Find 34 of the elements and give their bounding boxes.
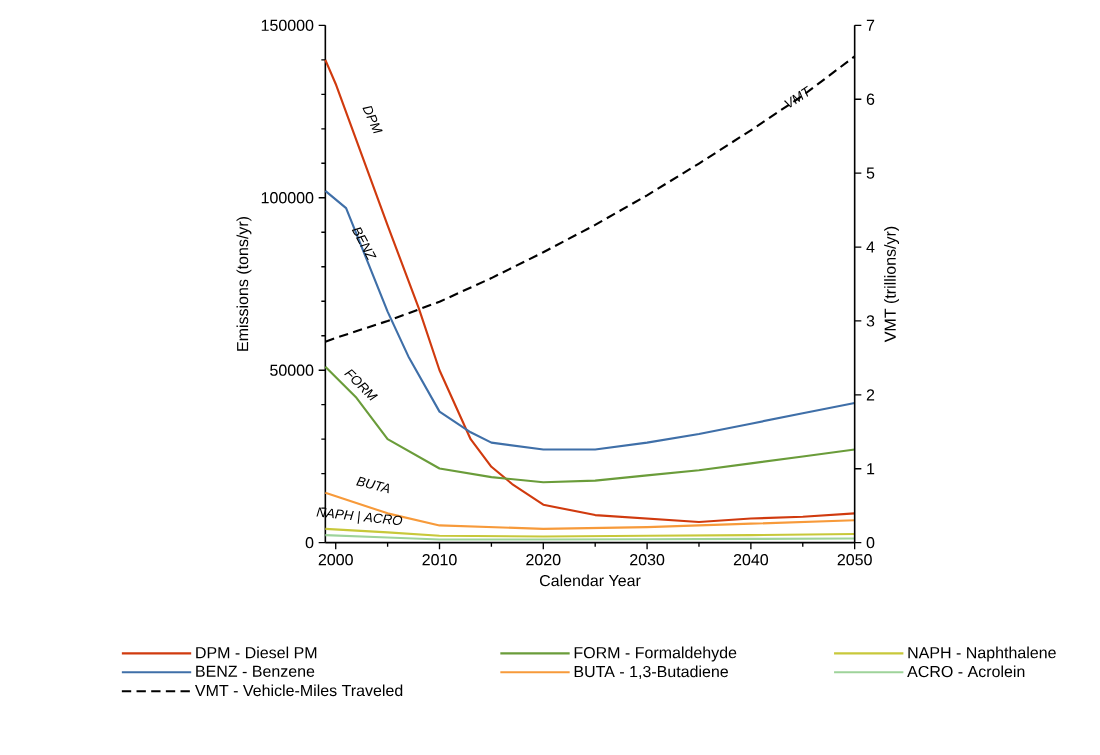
x-tick-label: 2020	[526, 554, 561, 566]
legend-label: BUTA - 1,3-Butadiene	[574, 665, 728, 680]
x-tick-label: 2040	[733, 554, 769, 566]
y2-tick-label: 6	[866, 93, 875, 106]
y-tick-label: 50000	[270, 364, 314, 377]
y-axis-title: Emissions (tons/yr)	[236, 217, 252, 351]
y2-tick-label: 4	[866, 241, 875, 253]
line-series	[324, 189, 856, 451]
legend-label: VMT - Vehicle-Miles Traveled	[194, 684, 403, 697]
x-tick-label: 2010	[422, 554, 457, 566]
x-tick-label: 2000	[318, 554, 353, 566]
y2-axis-title: VMT (trillions/yr)	[884, 226, 900, 343]
annotation: DPM	[362, 106, 383, 134]
y2-tick-label: 2	[866, 389, 875, 401]
y2-tick-label: 7	[866, 20, 875, 32]
annotation: BUTA	[356, 476, 389, 494]
y-tick-label: 100000	[261, 192, 314, 204]
annotation: VMT	[783, 85, 809, 108]
legend-label: BENZ - Benzene	[196, 665, 315, 678]
legend-label: ACRO - Acrolein	[907, 665, 1025, 678]
legend-label: DPM - Diesel PM	[196, 646, 317, 659]
y2-tick-label: 5	[866, 167, 875, 179]
line-series	[324, 527, 856, 538]
y2-tick-label: 1	[867, 463, 875, 475]
annotation: NAPH | ACRO	[316, 507, 403, 526]
x-tick-label: 2030	[630, 554, 665, 566]
y2-tick-label: 0	[866, 537, 875, 549]
y-tick-label: 0	[305, 537, 314, 549]
x-tick-label: 2050	[837, 554, 872, 566]
y2-tick-label: 3	[866, 315, 875, 327]
y-tick-label: 150000	[261, 19, 314, 32]
legend-label: FORM - Formaldehyde	[574, 646, 737, 662]
legend-label: NAPH - Naphthalene	[908, 646, 1056, 662]
x-axis-title: Calendar Year	[539, 574, 641, 587]
